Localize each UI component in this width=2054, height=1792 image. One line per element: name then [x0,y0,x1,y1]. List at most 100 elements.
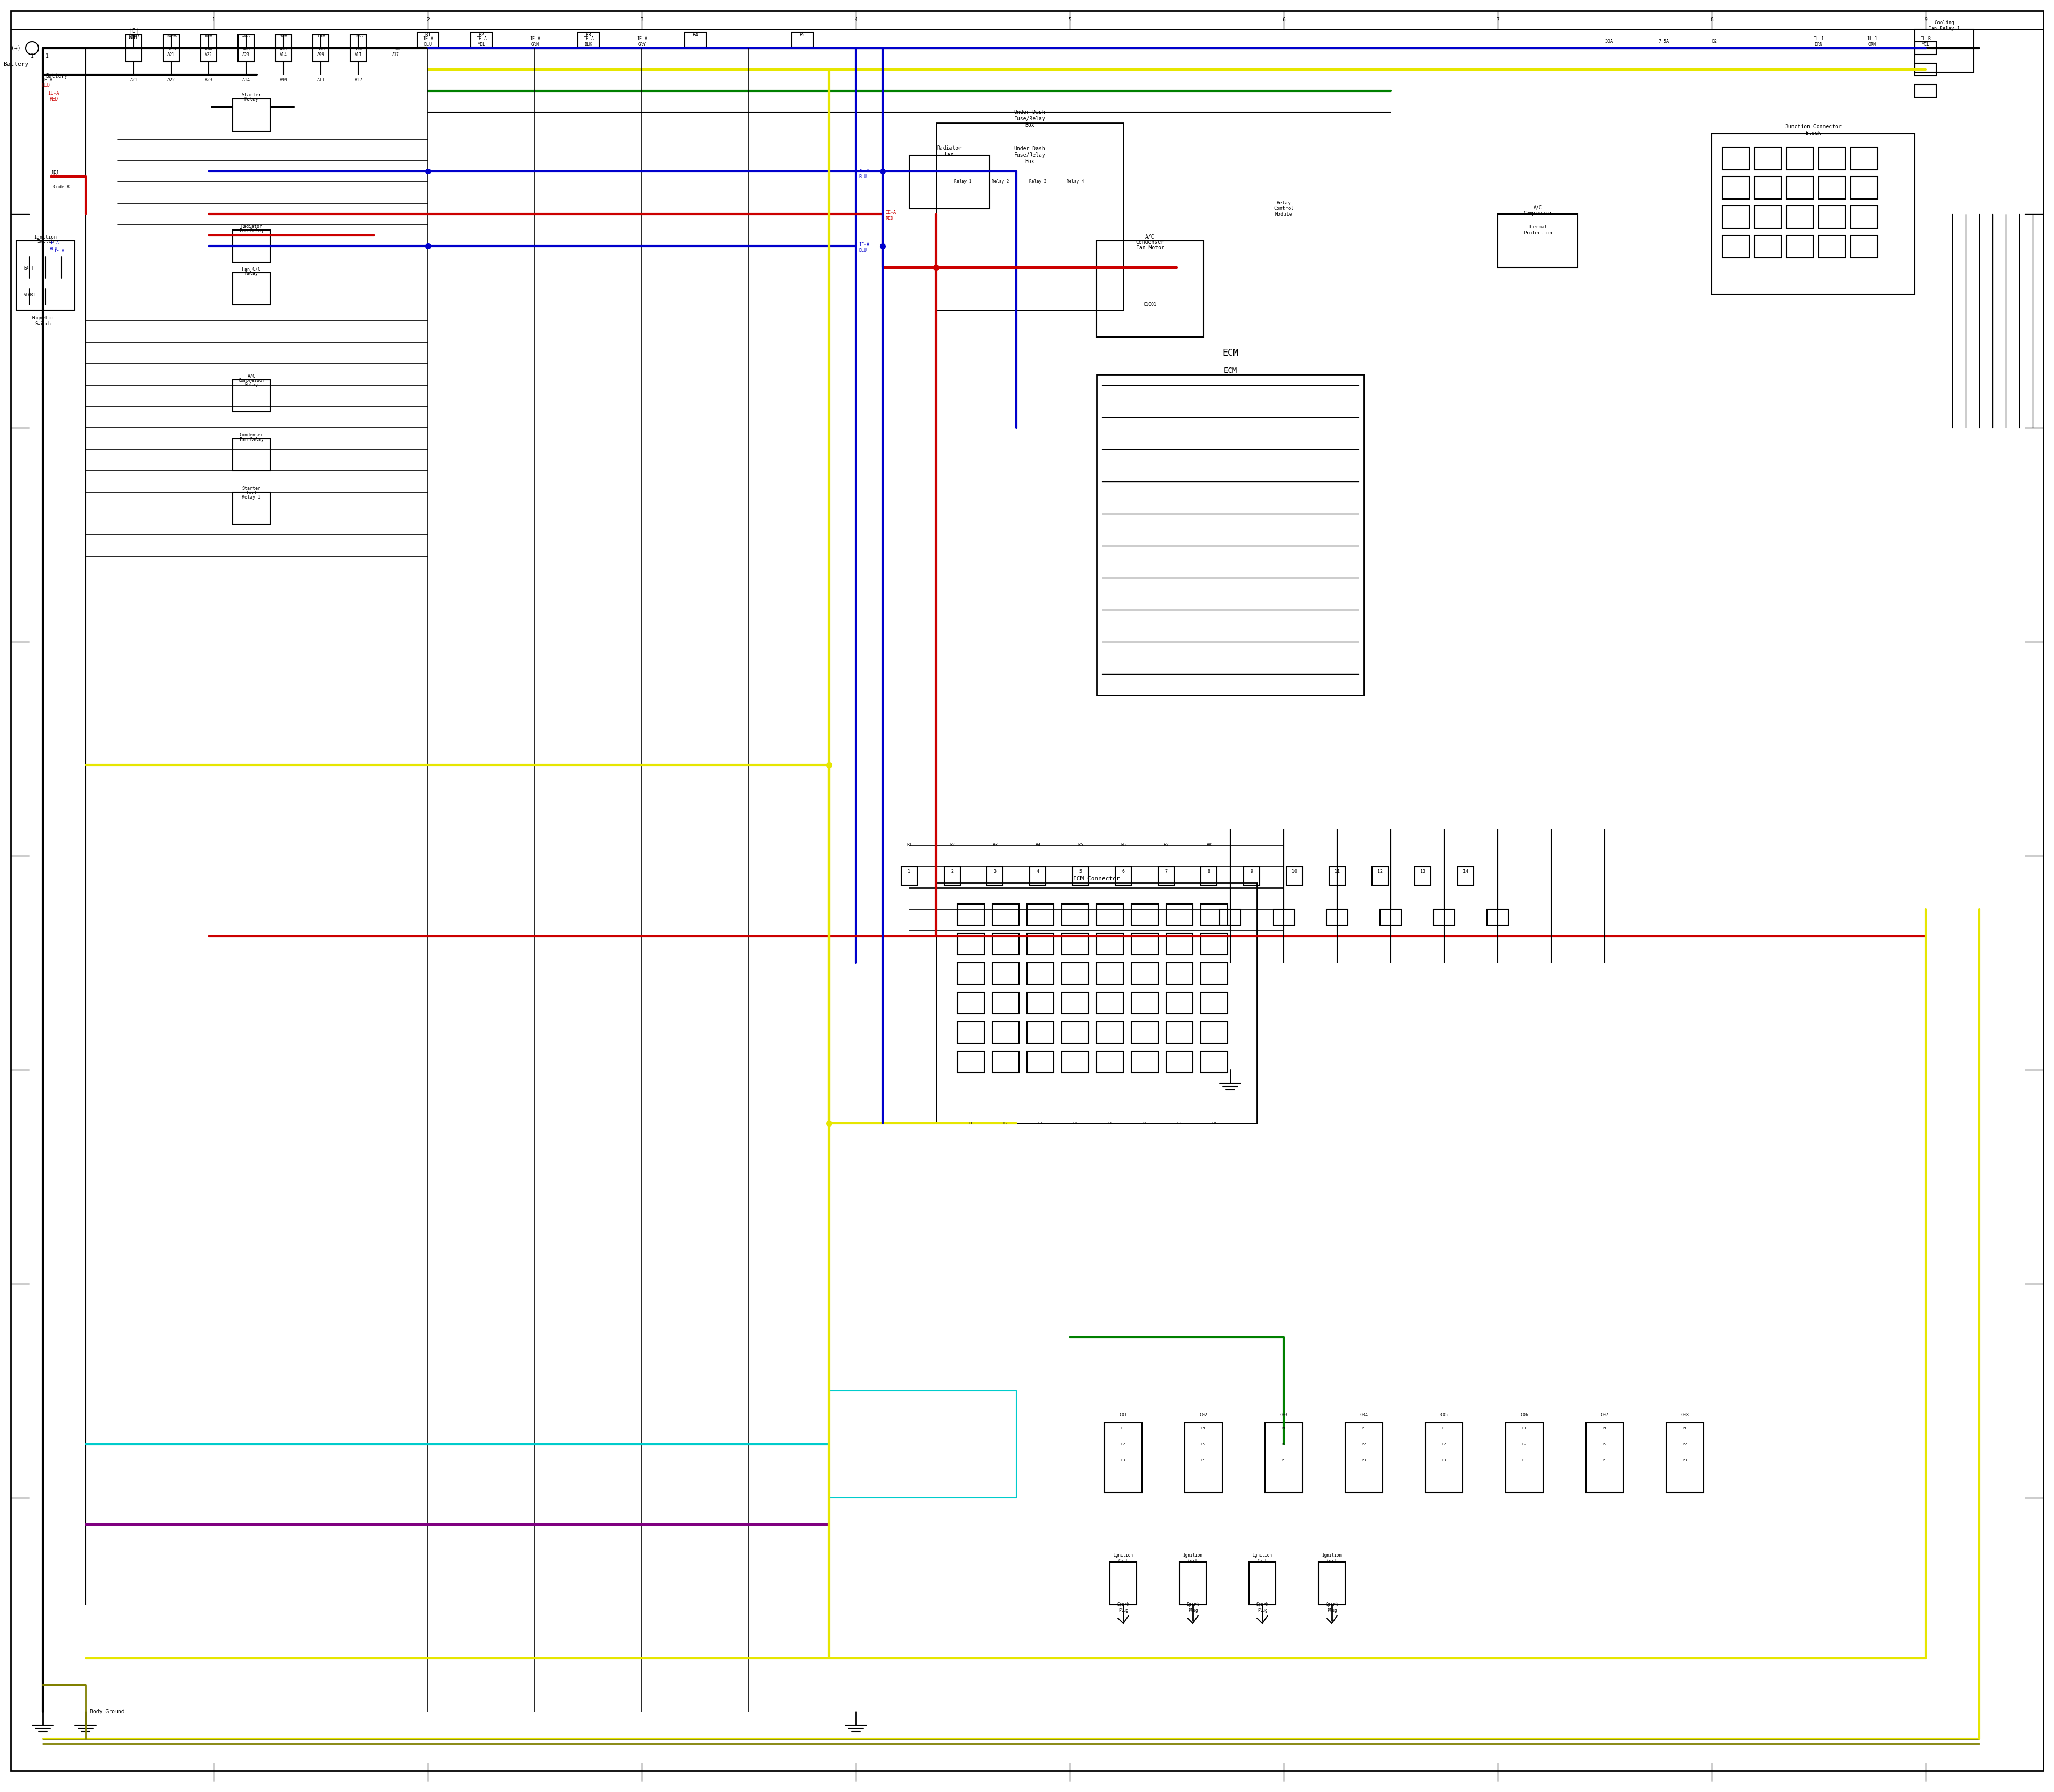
Bar [1109,1563,1136,1606]
Text: Code 8: Code 8 [53,185,70,190]
Text: 1: 1 [212,18,216,23]
Bar [986,867,1002,885]
Text: 1: 1 [45,54,49,59]
Bar [1062,993,1089,1014]
Text: C08: C08 [1680,1412,1688,1417]
Text: Spark
Plug: Spark Plug [1117,1602,1130,1613]
Bar [1027,1021,1054,1043]
Bar [1851,235,1877,258]
Text: 5: 5 [1078,869,1082,874]
Text: P3: P3 [1522,1459,1526,1462]
Text: Fan Motor: Fan Motor [1136,246,1165,251]
Text: C03: C03 [1280,1412,1288,1417]
Text: P2: P2 [1121,1443,1126,1446]
Text: E2: E2 [1002,1122,1009,1125]
Bar [957,962,984,984]
Text: 100A
A22: 100A A22 [203,47,214,57]
Text: Ignition
Coil: Ignition Coil [1253,1554,1271,1563]
Text: B2: B2 [479,32,485,38]
Text: 10: 10 [1292,869,1298,874]
Text: Condenser: Condenser [1136,240,1165,246]
Bar [937,883,1257,1124]
Text: IF-A: IF-A [53,249,64,254]
Bar [1723,206,1750,228]
Text: Battery: Battery [45,73,68,79]
Text: 60A: 60A [205,34,214,39]
Text: C04: C04 [1360,1412,1368,1417]
Bar [1105,1423,1142,1493]
Text: E8: E8 [1212,1122,1216,1125]
Bar [1754,147,1781,170]
Bar [1327,909,1347,925]
Text: IE-A
BLU: IE-A BLU [859,168,869,179]
Text: Fan Relay: Fan Relay [240,228,263,233]
Text: Relay 1: Relay 1 [955,179,972,185]
Text: Starter: Starter [242,486,261,491]
Text: [E]: [E] [51,170,60,174]
Text: Condenser: Condenser [240,432,263,437]
Text: Under-Dash
Fuse/Relay
Box: Under-Dash Fuse/Relay Box [1015,147,1045,165]
Text: B1: B1 [906,842,912,848]
Text: E6: E6 [1142,1122,1146,1125]
Text: IE-A
BLK: IE-A BLK [583,36,594,47]
Text: Fan Relay: Fan Relay [240,437,263,441]
Bar [1167,1021,1193,1043]
Text: 11: 11 [1335,869,1339,874]
Text: 8: 8 [1208,869,1210,874]
Text: E7: E7 [1177,1122,1181,1125]
Text: Under-Dash
Fuse/Relay
Box: Under-Dash Fuse/Relay Box [1015,109,1045,127]
Bar [1851,147,1877,170]
Text: 60A
A23: 60A A23 [242,47,251,57]
Text: A/C
Compressor: A/C Compressor [1524,204,1553,215]
Text: IE-A
RED: IE-A RED [47,91,60,102]
Text: 100A: 100A [166,34,177,39]
Bar [1072,867,1089,885]
Text: 13: 13 [1419,869,1425,874]
Bar [16,240,74,310]
Bar [351,34,366,61]
Text: 12: 12 [1378,869,1382,874]
Bar [1787,206,1814,228]
Bar [1167,1052,1193,1073]
Bar [1062,903,1089,925]
Text: P3: P3 [1202,1459,1206,1462]
Bar [1179,1563,1206,1606]
Bar [957,934,984,955]
Bar [1097,993,1124,1014]
Text: Switch: Switch [37,240,53,244]
Bar [1062,934,1089,955]
Text: IE-A
RED: IE-A RED [885,210,896,220]
Bar [1132,1052,1158,1073]
Text: P2: P2 [1522,1443,1526,1446]
Text: B3: B3 [585,32,592,38]
Bar [1132,903,1158,925]
Bar [1425,1423,1462,1493]
Bar [232,229,271,262]
Bar [1487,909,1508,925]
Text: Ignition: Ignition [35,235,58,240]
Bar [1097,375,1364,695]
Text: P1: P1 [1522,1426,1526,1430]
Bar [1787,147,1814,170]
Bar [1787,235,1814,258]
Bar [1914,41,1937,54]
Bar [577,32,600,47]
Text: 15A
A11: 15A A11 [355,47,362,57]
Text: ECM Connector: ECM Connector [1072,876,1119,882]
Text: 3: 3 [994,869,996,874]
Text: P1: P1 [1602,1426,1606,1430]
Text: 3: 3 [641,18,643,23]
Text: 10A
A17: 10A A17 [392,47,401,57]
Text: WHT: WHT [129,34,138,39]
Bar [910,156,990,208]
Bar [232,493,271,525]
Bar [238,34,255,61]
Text: 100A: 100A [127,34,140,39]
Bar [1202,867,1216,885]
Text: P3: P3 [1282,1459,1286,1462]
Text: P1: P1 [1362,1426,1366,1430]
Text: P3: P3 [1682,1459,1686,1462]
Bar [1711,134,1914,294]
Bar [1062,962,1089,984]
Bar [470,32,493,47]
